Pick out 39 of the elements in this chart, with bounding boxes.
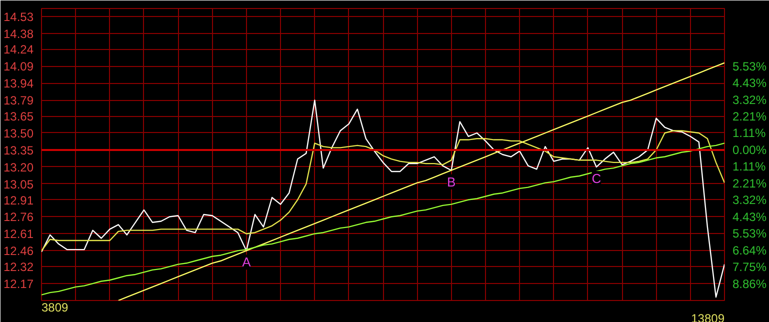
y-tick-label: 14.24: [3, 42, 34, 57]
y2-tick-label: 2.21%: [732, 110, 767, 124]
y-tick-label: 12.61: [3, 227, 34, 242]
y-tick-label: 14.09: [3, 60, 34, 74]
y2-tick-label: 3.32%: [732, 193, 767, 208]
annotation: A: [242, 254, 252, 270]
annotation: C: [592, 170, 602, 186]
y-tick-label: 13.50: [3, 126, 34, 140]
y2-tick-label: 3.32%: [732, 92, 767, 107]
y-tick-label: 14.38: [3, 26, 34, 41]
y2-tick-label: 5.53%: [732, 226, 767, 241]
y-tick-label: 13.79: [3, 94, 34, 108]
y2-tick-label: 0.00%: [732, 142, 767, 157]
y-tick-label: 12.46: [3, 244, 34, 258]
y-tick-label: 14.53: [3, 10, 34, 24]
y-tick-label: 12.32: [3, 260, 34, 274]
y-tick-label: 13.20: [3, 160, 34, 174]
y2-tick-label: 2.21%: [732, 176, 767, 190]
y2-tick-label: 4.43%: [732, 76, 767, 90]
y2-tick-label: 1.11%: [732, 160, 766, 174]
line-series: [42, 142, 724, 296]
text: 3809: [42, 300, 69, 314]
y-tick-label: 13.05: [3, 177, 34, 192]
y2-tick-label: 6.64%: [732, 243, 767, 258]
y-tick-label: 13.94: [3, 76, 34, 91]
y-tick-label: 12.17: [3, 277, 34, 292]
line-series: [118, 62, 724, 300]
y-tick-label: 12.91: [3, 193, 34, 208]
y-tick-label: 13.65: [3, 110, 34, 124]
annotation: B: [446, 174, 456, 190]
line-series: [42, 100, 724, 298]
y2-tick-label: 8.86%: [732, 276, 767, 291]
line-series: [42, 130, 724, 252]
y2-tick-label: 1.11%: [732, 126, 766, 140]
y2-tick-label: 7.75%: [732, 260, 767, 274]
y2-tick-label: 5.53%: [732, 59, 767, 74]
y2-tick-label: 4.43%: [732, 210, 767, 224]
y-tick-label: 12.76: [3, 210, 34, 224]
y-tick-label: 13.35: [3, 143, 34, 158]
